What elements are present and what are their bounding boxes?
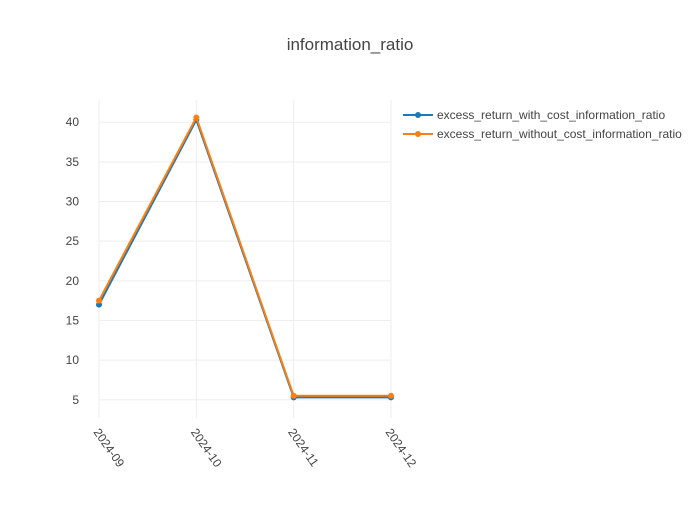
chart-title: information_ratio — [287, 35, 414, 54]
y-axis-ticks: 5 10 15 20 25 30 35 40 — [66, 115, 80, 407]
y-tick-label: 15 — [66, 313, 80, 327]
series-line — [98, 116, 391, 397]
legend-label: excess_return_with_cost_information_rati… — [437, 108, 665, 122]
legend-swatch-marker — [415, 131, 421, 137]
data-point[interactable] — [388, 392, 394, 399]
data-point[interactable] — [193, 114, 200, 121]
data-point[interactable] — [290, 392, 297, 399]
grid-layer — [98, 100, 392, 418]
legend-item[interactable]: excess_return_with_cost_information_rati… — [403, 108, 665, 122]
y-tick-label: 40 — [66, 115, 80, 129]
x-tick-label: 2024-10 — [188, 426, 225, 470]
x-tick-label: 2024-12 — [383, 426, 420, 470]
y-tick-label: 30 — [66, 195, 80, 209]
x-axis-ticks: 2024-09 2024-10 2024-11 2024-12 — [91, 426, 420, 470]
x-tick-label: 2024-11 — [285, 426, 321, 470]
x-tick-label: 2024-09 — [91, 426, 128, 470]
legend-label: excess_return_without_cost_information_r… — [437, 127, 682, 141]
series-2 — [96, 114, 394, 399]
data-point[interactable] — [96, 297, 102, 304]
legend-swatch-marker — [415, 112, 421, 118]
y-tick-label: 35 — [66, 155, 80, 169]
y-tick-label: 25 — [66, 234, 80, 248]
y-tick-label: 20 — [66, 274, 80, 288]
legend-item[interactable]: excess_return_without_cost_information_r… — [403, 127, 682, 141]
y-tick-label: 5 — [72, 393, 79, 407]
series-layer — [96, 114, 394, 401]
y-tick-label: 10 — [66, 353, 80, 367]
legend[interactable]: excess_return_with_cost_information_rati… — [403, 108, 682, 141]
